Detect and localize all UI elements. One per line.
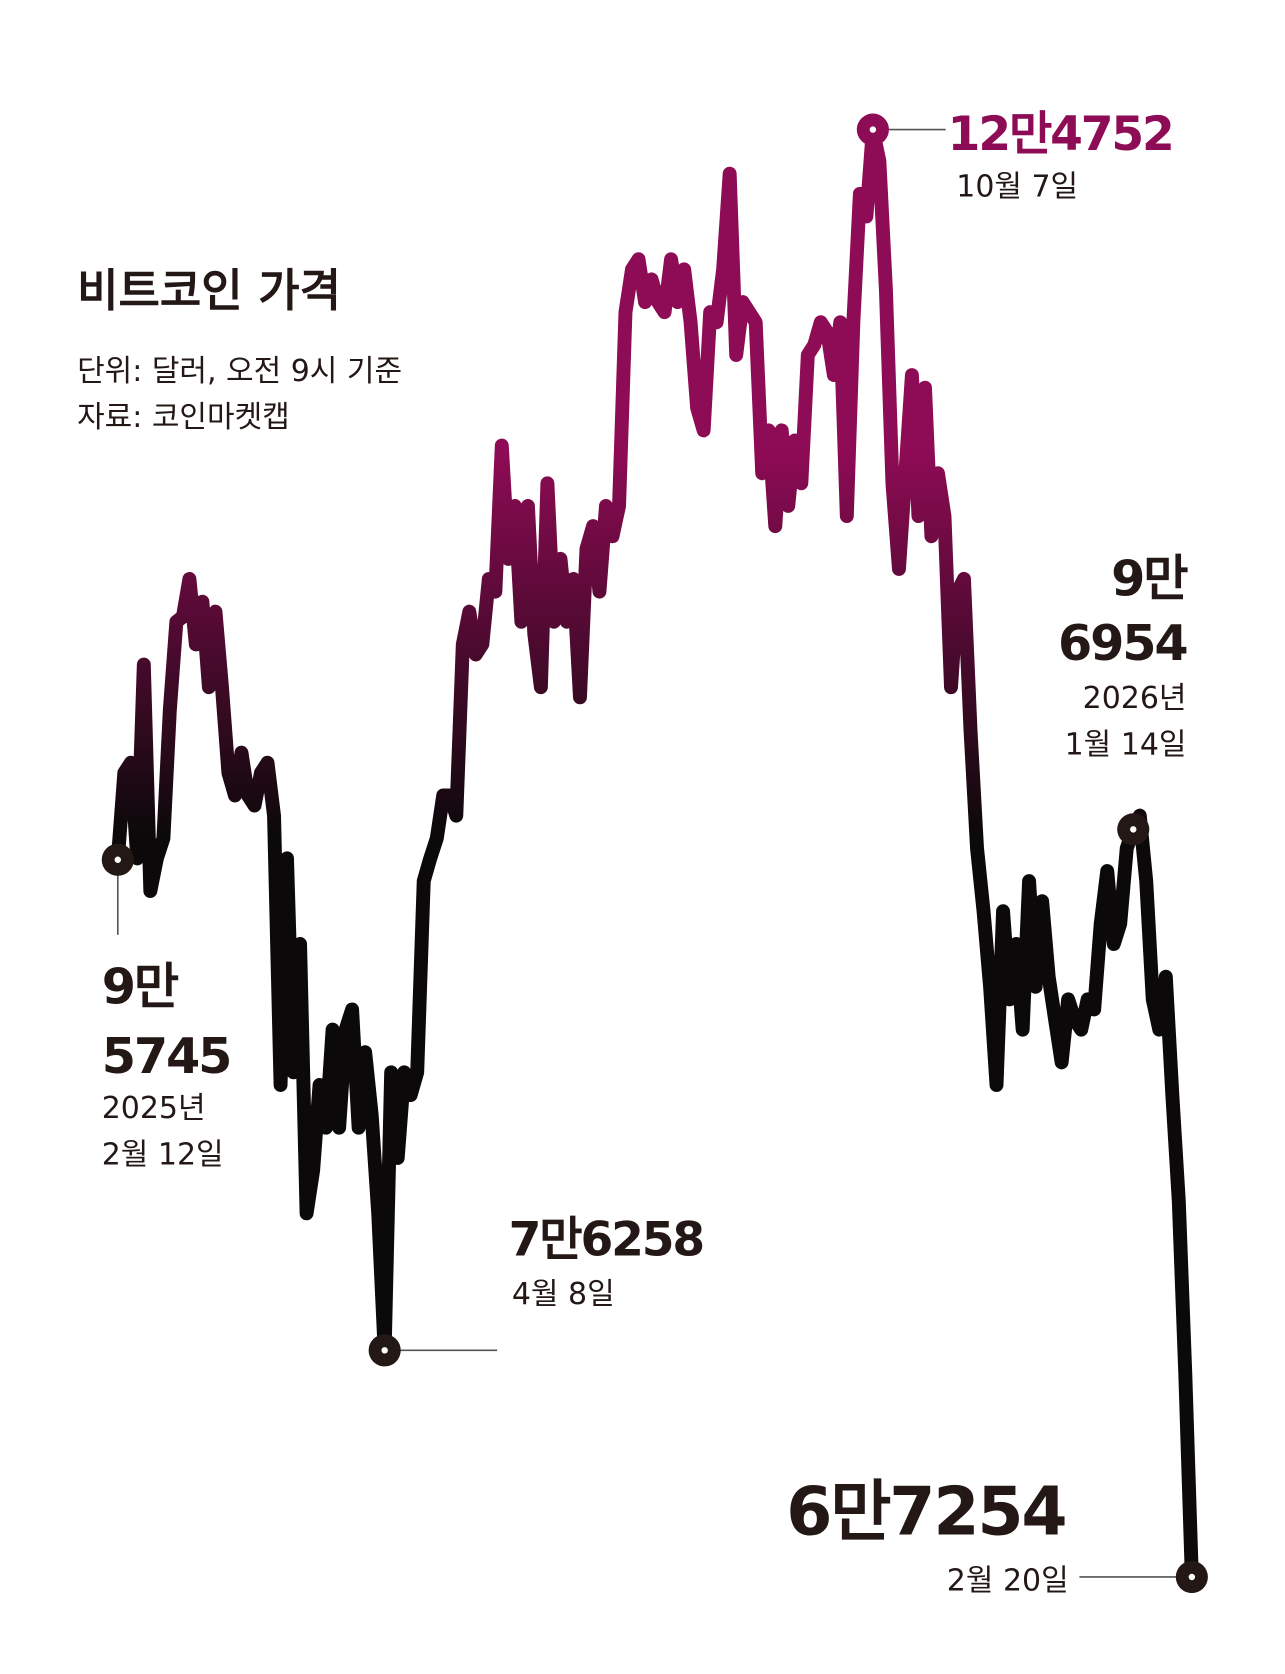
annotation-value: 6954 [1058,614,1187,672]
annotation-dot-center [869,126,877,133]
annotation-date: 1월 14일 [1065,727,1187,762]
plot [101,113,1208,1594]
annotation-dot-center [114,856,122,864]
annotation-date: 2025년 [102,1091,206,1126]
annotation-date: 10월 7일 [956,169,1078,204]
annotation-value: 9만 [102,957,179,1015]
annotation-value: 5745 [102,1027,231,1085]
annotation-date: 2월 20일 [947,1563,1069,1598]
annotation-dot-center [1130,826,1137,833]
annotation-value: 12만4752 [948,107,1173,162]
annotation-date: 2026년 [1083,681,1187,716]
subtitle: 단위: 달러, 오전 9시 기준 [77,354,402,389]
annotation-value: 7만6258 [509,1212,703,1267]
chart-title: 비트코인 가격 [77,264,341,317]
annotation-dot-center [381,1347,388,1354]
annotation-date: 4월 8일 [512,1277,615,1312]
price-line [110,122,1199,1584]
subtitle: 자료: 코인마켓캡 [77,400,290,435]
annotation-date: 2월 12일 [102,1137,224,1172]
annotation-value: 9만 [1111,550,1188,608]
annotation-dot-center [1188,1573,1196,1581]
annotation-value: 6만7254 [786,1472,1065,1550]
